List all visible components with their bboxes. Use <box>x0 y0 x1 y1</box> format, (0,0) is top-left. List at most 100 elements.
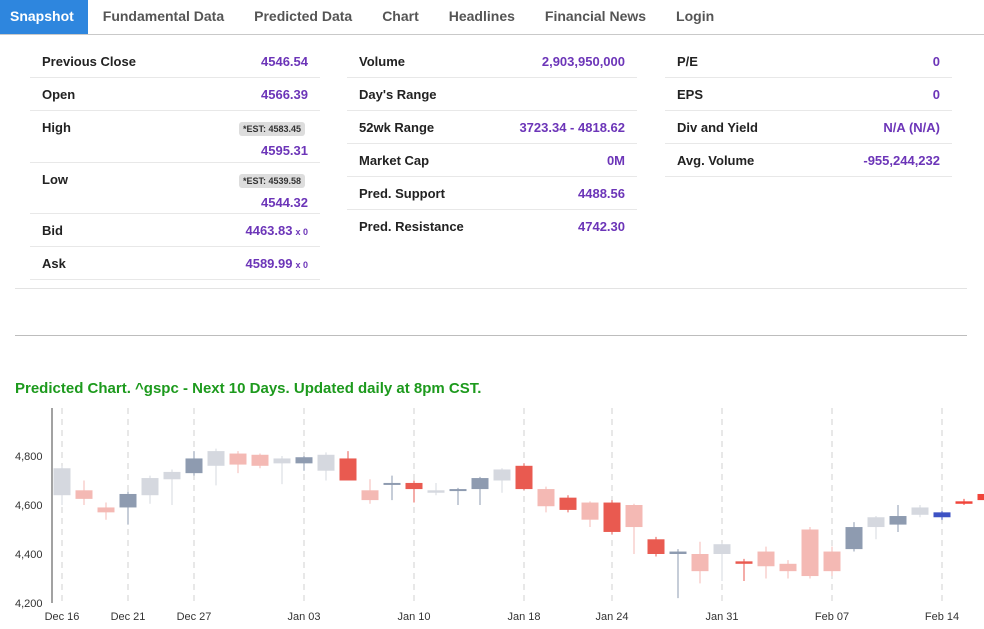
days-range-label: Day's Range <box>359 87 437 102</box>
pe-value: 0 <box>932 54 940 69</box>
pred-resistance-label: Pred. Resistance <box>359 219 464 234</box>
low-estimate-badge: *EST: 4539.58 <box>238 174 305 188</box>
open-label: Open <box>42 87 76 102</box>
avg-volume-label: Avg. Volume <box>677 153 755 168</box>
x-tick-label: Dec 16 <box>45 611 80 623</box>
candle <box>75 480 93 505</box>
candle-body <box>119 493 137 508</box>
candle-body <box>97 507 115 513</box>
candle-body <box>955 501 973 504</box>
candle <box>955 498 973 505</box>
candle <box>933 511 951 520</box>
x-tick-label: Feb 07 <box>815 611 849 623</box>
candle-body <box>229 453 247 465</box>
candle <box>53 465 71 505</box>
tab-headlines[interactable]: Headlines <box>448 8 515 24</box>
open-value: 4566.39 <box>261 87 308 102</box>
candle <box>779 560 797 579</box>
candle <box>911 505 929 518</box>
bid-value: 4463.83 <box>245 223 293 238</box>
div-yield-label: Div and Yield <box>677 120 758 135</box>
nav-tabs: Snapshot Fundamental Data Predicted Data… <box>0 0 984 35</box>
pred-support-label: Pred. Support <box>359 186 445 201</box>
candle <box>383 475 401 501</box>
tab-financial-news[interactable]: Financial News <box>544 8 647 24</box>
candle <box>713 542 731 581</box>
x-tick-label: Jan 03 <box>287 611 320 623</box>
candle-body <box>141 478 159 496</box>
pred-support-value: 4488.56 <box>578 186 625 201</box>
low-label: Low <box>42 172 68 187</box>
tab-fundamental-data[interactable]: Fundamental Data <box>102 8 225 24</box>
candle <box>603 500 621 535</box>
pred-support-row: Pred. Support 4488.56 <box>347 177 637 210</box>
chart-axes: 4,200 4,400 4,600 4,800 Dec 16 Dec 21 Dec 27 Ja… <box>15 408 959 623</box>
candle <box>493 468 511 493</box>
candle <box>757 546 775 579</box>
market-cap-value: 0M <box>606 153 625 168</box>
tab-login[interactable]: Login <box>676 8 715 24</box>
candle-body <box>713 544 731 554</box>
x-tick-label: Jan 24 <box>595 611 628 623</box>
x-tick-label: Dec 21 <box>111 611 146 623</box>
candle <box>537 486 555 513</box>
tab-snapshot[interactable]: Snapshot <box>0 0 88 34</box>
quote-column-2: Volume 2,903,950,000 Day's Range 52wk Ra… <box>347 45 637 243</box>
x-tick-label: Jan 18 <box>507 611 540 623</box>
high-row: High *EST: 4583.45 4595.31 <box>30 111 320 163</box>
candle <box>207 448 225 486</box>
candle <box>163 469 181 505</box>
candle-body <box>185 458 203 474</box>
y-tick-label: 4,800 <box>15 451 43 463</box>
candle-body <box>405 482 423 490</box>
y-tick-label: 4,200 <box>15 598 43 610</box>
candle <box>735 558 753 581</box>
market-cap-label: Market Cap <box>359 153 430 168</box>
avg-volume-value: -955,244,232 <box>863 153 940 168</box>
candle-body <box>207 451 225 466</box>
candle-body <box>867 517 885 528</box>
bid-label: Bid <box>42 223 63 238</box>
volume-label: Volume <box>359 54 405 69</box>
pe-row: P/E 0 <box>665 45 952 78</box>
tab-chart[interactable]: Chart <box>382 8 419 24</box>
ask-size: x 0 <box>295 260 308 270</box>
candle-body <box>273 458 291 464</box>
eps-row: EPS 0 <box>665 78 952 111</box>
candle <box>339 451 357 481</box>
pe-label: P/E <box>677 54 698 69</box>
candle-body <box>295 457 313 464</box>
candle-body <box>361 490 379 501</box>
high-label: High <box>42 120 71 135</box>
candle-body <box>449 489 467 492</box>
bid-value-group: 4463.83 x 0 <box>245 223 308 238</box>
candle-body <box>801 529 819 577</box>
high-value: 4595.31 <box>261 143 308 158</box>
candle-body <box>559 497 577 510</box>
candle-body <box>251 454 269 466</box>
candle-body <box>537 489 555 507</box>
candle <box>691 541 709 584</box>
ask-row: Ask 4589.99 x 0 <box>30 247 320 280</box>
candle <box>317 452 335 481</box>
divider <box>15 288 967 289</box>
52wk-range-value: 3723.34 - 4818.62 <box>519 120 625 135</box>
candle <box>273 456 291 485</box>
volume-value: 2,903,950,000 <box>541 54 625 69</box>
candle-body <box>493 469 511 481</box>
previous-close-value: 4546.54 <box>261 54 308 69</box>
52wk-range-row: 52wk Range 3723.34 - 4818.62 <box>347 111 637 144</box>
chart-title: Predicted Chart. ^gspc - Next 10 Days. U… <box>15 380 482 397</box>
candle <box>185 451 203 476</box>
y-tick-label: 4,400 <box>15 549 43 561</box>
candle-body <box>603 502 621 532</box>
eps-label: EPS <box>677 87 704 102</box>
candle-body <box>823 551 841 572</box>
high-estimate-badge: *EST: 4583.45 <box>238 122 305 136</box>
days-range-row: Day's Range <box>347 78 637 111</box>
bid-row: Bid 4463.83 x 0 <box>30 214 320 247</box>
tab-predicted-data[interactable]: Predicted Data <box>254 8 353 24</box>
ask-label: Ask <box>42 256 66 271</box>
candle-body <box>735 561 753 564</box>
candle-body <box>779 563 797 572</box>
